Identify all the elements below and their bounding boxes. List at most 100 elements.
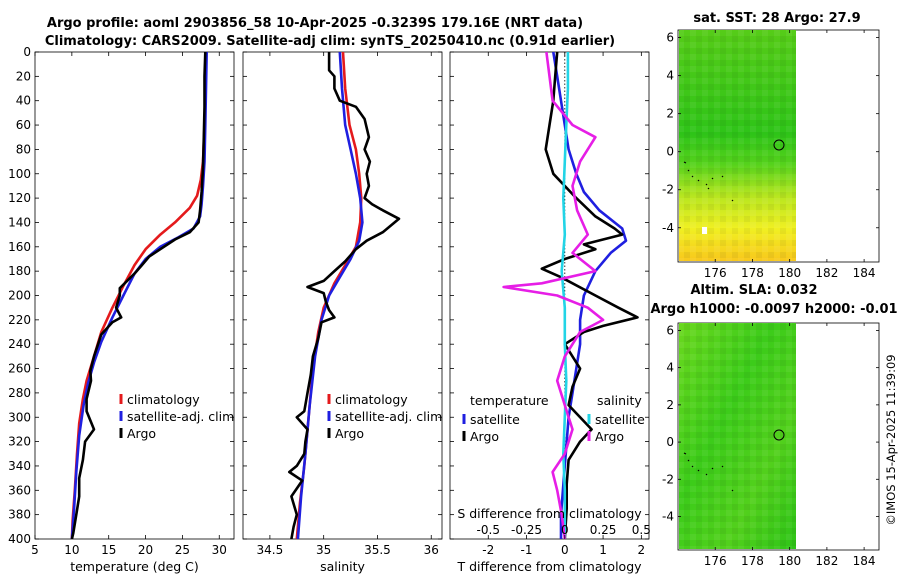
y-tick-label: 100 (8, 167, 31, 181)
y-tick-label: 200 (8, 289, 31, 303)
y-tick-label: 220 (8, 313, 31, 327)
sst-field-texture (679, 30, 796, 261)
temperature-panel: 5 10 15 20 25 300 20 40 60 80 100 120 140 160 180 200 22… (8, 45, 235, 574)
sst-island-dots (683, 161, 734, 202)
sst-map-title: sat. SST: 28 Argo: 27.9 (693, 11, 860, 26)
x-tick-label: 20 (138, 543, 153, 557)
sla-map-subtitle: Argo h1000: -0.0097 h2000: -0.01 (650, 302, 897, 317)
s-tick-label: 0.5 (632, 523, 651, 537)
map-y-tick-label: 0 (666, 435, 674, 449)
x-tick-label: 35 (316, 543, 331, 557)
map-x-tick-label: 184 (853, 266, 876, 280)
map-y-tick-label: 6 (666, 323, 674, 337)
map-x-tick-label: 176 (704, 266, 727, 280)
s-tick-label: 0.25 (590, 523, 617, 537)
s-tick-label: 0 (561, 523, 569, 537)
sla-map-title: Altim. SLA: 0.032 (691, 283, 818, 298)
sla-island-dots (683, 452, 734, 492)
sst-map-axes: 176 178 180 182 184 -4 -2 0 2 4 6 (662, 30, 879, 280)
sst-map: 176 178 180 182 184 -4 -2 0 2 4 6 (662, 29, 880, 280)
map-y-tick-label: -4 (662, 510, 674, 524)
y-tick-label: 120 (8, 191, 31, 205)
y-tick-label: 400 (8, 532, 31, 546)
x-tick-label: 10 (64, 543, 79, 557)
y-tick-label: 0 (23, 45, 31, 59)
map-x-tick-label: 176 (704, 554, 727, 568)
x-tick-label: 15 (101, 543, 116, 557)
series-argo (288, 52, 401, 539)
y-tick-label: 340 (8, 459, 31, 473)
map-x-tick-label: 178 (741, 554, 764, 568)
legend-label: Argo (470, 429, 499, 444)
sst-float-marker (773, 139, 785, 151)
title-line-1: Argo profile: aoml 2903856_58 10-Apr-202… (47, 16, 583, 31)
y-tick-label: 180 (8, 264, 31, 278)
salinity-axes-box (242, 51, 443, 540)
y-tick-label: 380 (8, 508, 31, 522)
map-y-tick-label: 0 (666, 145, 674, 159)
y-tick-label: 160 (8, 240, 31, 254)
map-x-tick-label: 182 (815, 554, 838, 568)
sla-map-axes: 176 178 180 182 184 -4 -2 0 2 4 6 (662, 323, 879, 568)
map-x-tick-label: 180 (778, 266, 801, 280)
legend-label: Argo (127, 426, 156, 441)
legend-label: Argo (595, 429, 624, 444)
map-x-tick-label: 178 (741, 266, 764, 280)
series-argo (70, 52, 207, 539)
map-x-tick-label: 180 (778, 554, 801, 568)
salinity-difference-legend: salinity satellite Argo (587, 393, 645, 444)
legend-label: satellite (470, 412, 520, 427)
y-tick-label: 280 (8, 386, 31, 400)
legend-label: satellite-adj. clim (127, 409, 234, 424)
y-tick-label: 40 (16, 94, 31, 108)
y-tick-label: 20 (16, 69, 31, 83)
map-y-tick-label: 4 (666, 361, 674, 375)
salinity-panel: 34.5 35 35.5 36 salinity climatology satellite… (242, 51, 443, 574)
map-y-tick-label: 2 (666, 398, 674, 412)
salinity-x-label: salinity (320, 559, 365, 574)
y-tick-label: 60 (16, 118, 31, 132)
y-tick-label: 240 (8, 337, 31, 351)
legend-label: climatology (127, 392, 200, 407)
series-satellite-adj-clim (296, 52, 364, 539)
x-tick-label: 1 (599, 543, 607, 557)
y-tick-label: 80 (16, 142, 31, 156)
sla-float-marker (773, 429, 785, 441)
difference-panel: -2 -1 0 1 2 T difference from climatology S di… (449, 51, 651, 574)
temperature-difference-legend: temperature satellite Argo (462, 393, 549, 444)
legend-title: salinity (597, 393, 642, 408)
series-s-satellite (560, 52, 570, 539)
legend-label: Argo (335, 426, 364, 441)
x-tick-label: -1 (521, 543, 533, 557)
temperature-series (70, 52, 208, 539)
salinity-legend: climatology satellite-adj. clim Argo (327, 392, 442, 441)
copyright-stamp: ©IMOS 15-Apr-2025 11:39:09 (884, 354, 898, 525)
legend-label: satellite (595, 412, 645, 427)
y-tick-label: 300 (8, 410, 31, 424)
x-tick-label: 5 (31, 543, 39, 557)
temperature-x-label: temperature (deg C) (70, 559, 199, 574)
map-x-tick-label: 182 (815, 266, 838, 280)
x-tick-label: 2 (638, 543, 646, 557)
x-tick-label: 34.5 (257, 543, 284, 557)
x-tick-label: -2 (482, 543, 494, 557)
legend-label: satellite-adj. clim (335, 409, 442, 424)
map-y-tick-label: -2 (662, 472, 674, 486)
y-tick-label: 140 (8, 215, 31, 229)
map-y-tick-label: -2 (662, 183, 674, 197)
sla-map: 176 178 180 182 184 -4 -2 0 2 4 6 (662, 322, 880, 568)
s-difference-axis-label: S difference from climatology (457, 506, 642, 521)
x-tick-label: 35.5 (364, 543, 391, 557)
temperature-axes-box (34, 51, 235, 540)
y-tick-label: 260 (8, 362, 31, 376)
salinity-series (288, 52, 401, 539)
map-y-tick-label: 6 (666, 31, 674, 45)
map-y-tick-label: 2 (666, 107, 674, 121)
sst-missing-cell (702, 227, 707, 234)
x-tick-label: 25 (175, 543, 190, 557)
legend-label: climatology (335, 392, 408, 407)
temperature-legend: climatology satellite-adj. clim Argo (119, 392, 234, 441)
title-line-2: Climatology: CARS2009. Satellite-adj cli… (45, 34, 615, 49)
map-y-tick-label: 4 (666, 69, 674, 83)
